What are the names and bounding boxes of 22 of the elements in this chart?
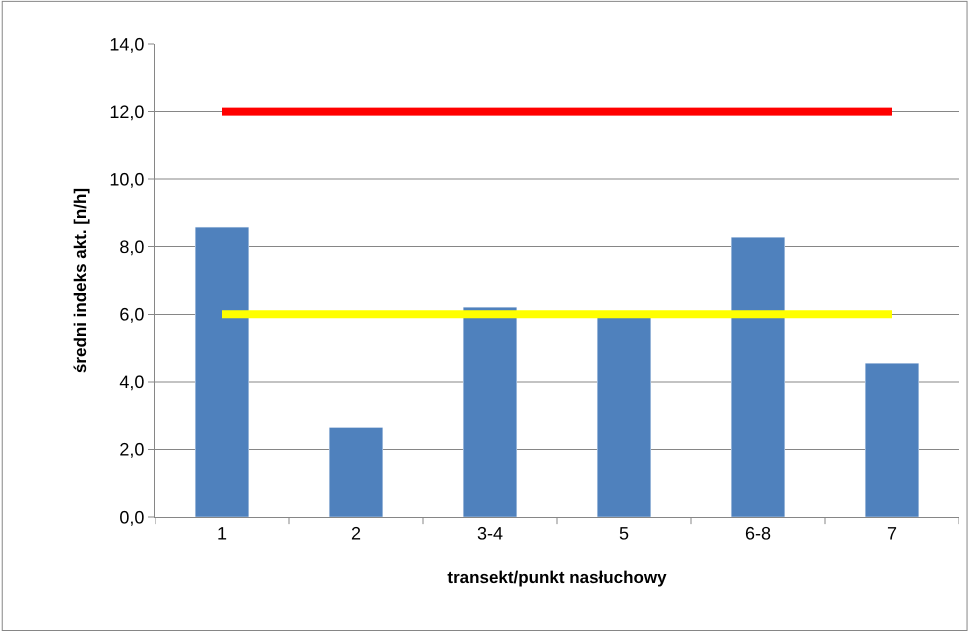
bar <box>864 363 920 517</box>
y-axis-title: średni indeks akt. [n/h] <box>70 188 90 374</box>
y-tick-label: 12,0 <box>109 102 144 122</box>
x-tick-label: 5 <box>618 524 630 544</box>
y-tick-label: 6,0 <box>119 304 144 325</box>
x-tick-label: 1 <box>216 524 228 544</box>
y-tick-label: 2,0 <box>119 440 144 460</box>
bar <box>328 427 384 517</box>
y-tick-label: 14,0 <box>109 34 144 54</box>
x-axis-title: transekt/punkt nasłuchowy <box>447 568 668 587</box>
bar <box>596 317 652 517</box>
x-tick-label: 7 <box>886 524 898 544</box>
y-tick-label: 0,0 <box>119 507 144 528</box>
x-tick-label: 6-8 <box>744 524 772 544</box>
x-tick-label: 2 <box>350 524 362 544</box>
y-tick-label: 8,0 <box>119 237 144 258</box>
y-tick-label: 4,0 <box>119 372 144 392</box>
y-tick-label: 10,0 <box>109 169 144 190</box>
x-tick-label: 3-4 <box>476 524 504 544</box>
bar <box>194 226 250 517</box>
bar <box>462 306 518 517</box>
bar <box>730 237 786 517</box>
